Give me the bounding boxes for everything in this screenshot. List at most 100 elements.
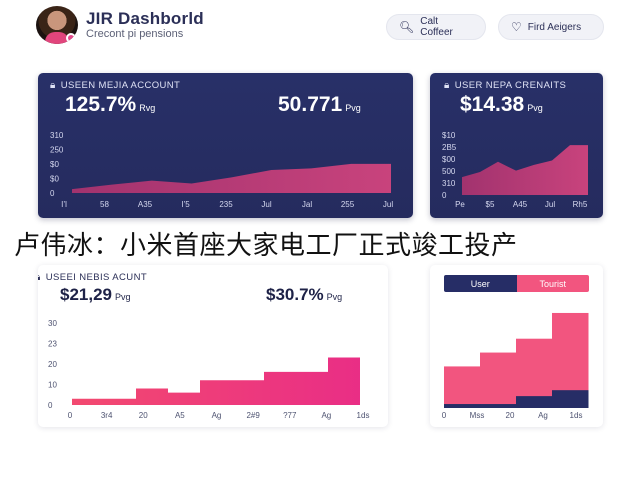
primary-metric-unit: Rvg [139,103,156,113]
dashboard-header: JIR Dashborld Crecont pi pensions 🔍︎ Cal… [36,6,606,46]
x-tick-label: A5 [175,411,185,420]
card-title-text: USEEN MEJIA ACCOUNT [60,80,181,91]
x-tick-label: 3r4 [101,411,113,420]
heart-icon: ♡ [511,20,522,34]
x-tick-label: Jul [383,200,393,209]
primary-metric: 125.7% Rvg [65,93,155,117]
x-tick-label: 2#9 [246,411,260,420]
segment-tabs: User Tourist [444,275,589,292]
x-tick-label: A45 [513,200,528,209]
y-tick-label: $0 [50,175,59,184]
x-tick-label: Rh5 [573,200,588,209]
x-tick-label: 1ds [357,411,370,420]
y-tick-label: $10 [442,131,456,140]
find-button[interactable]: ♡ Fird Aeigers [498,14,604,40]
x-tick-label: $5 [486,200,495,209]
search-icon: 🔍︎ [399,20,415,34]
y-tick-label: 0 [50,189,55,198]
x-tick-label: Mss [470,411,485,420]
page-subtitle: Crecont pi pensions [86,28,184,40]
x-tick-label: 255 [341,200,355,209]
primary-metric-value: 125.7% [65,93,137,116]
card-title: 🔒︎ USEEN MEJIA ACCOUNT [50,80,180,91]
secondary-metric: 50.771 Pvg [278,93,361,117]
y-tick-label: $00 [442,155,456,164]
bar-chart: 0 Mss 20 Ag 1ds [442,312,589,420]
series-area [72,357,360,405]
user-bar [480,404,517,408]
y-tick-label: 0 [442,191,447,200]
x-tick-label: 235 [219,200,233,209]
area-chart: 30 23 20 10 0 0 3r4 20 A5 Ag 2#9 ?77 Ag 1ds [48,319,370,420]
news-caption: 卢伟冰：小米首座大家电工厂正式竣工投产 [14,231,518,261]
x-tick-label: Ag [212,411,222,420]
y-tick-label: 500 [442,167,456,176]
user-bar [516,396,553,408]
y-tick-label: 250 [50,146,64,155]
status-badge [66,33,76,43]
x-tick-label: Jul [261,200,271,209]
lock-icon: 🔒︎ [50,80,56,91]
card-title-text: USER NEPA CRENAITS [454,80,567,91]
tab-tourist[interactable]: Tourist [516,275,589,292]
y-tick-label: $0 [50,160,59,169]
x-tick-label: 20 [506,411,515,420]
call-button[interactable]: 🔍︎ Calt Coffeer [386,14,486,40]
media-account-card: 🔒︎ USEEN MEJIA ACCOUNT 125.7% Rvg 50.771 P… [38,73,413,218]
user-bar [444,404,481,408]
y-tick-label: 310 [442,179,456,188]
page-title: JIR Dashborld [86,9,204,28]
y-tick-label: 310 [50,131,64,140]
credits-card: 🔒︎ USER NEPA CRENAITS $14.38 Pvg $10 2B5 $0… [430,73,603,218]
avatar[interactable] [36,6,78,44]
x-tick-label: 0 [68,411,73,420]
y-tick-label: 10 [48,381,57,390]
x-tick-label: 0 [442,411,447,420]
area-chart: 310 250 $0 $0 0 I’l 58 A35 I’5 235 Jul Jal 255 Jul [50,131,393,209]
card-title: 🔒︎ USEEI NEBIS ACUNT [38,272,147,283]
x-tick-label: 20 [139,411,148,420]
primary-metric-unit: Pvg [527,103,543,113]
user-tourist-card: User Tourist 0 Mss 20 Ag 1ds [430,265,603,427]
x-tick-label: I’l [61,200,67,209]
card-title-text: USEEI NEBIS ACUNT [45,272,148,283]
series-area [72,163,391,193]
primary-metric-value: $21,29 [60,285,112,304]
x-tick-label: Ag [538,411,548,420]
x-tick-label: I’5 [181,200,190,209]
series-area [462,145,588,195]
call-button-label: Calt Coffeer [420,16,453,38]
x-tick-label: Jal [302,200,312,209]
x-tick-label: Jul [545,200,555,209]
secondary-metric-unit: Pvg [345,103,361,113]
lock-icon: 🔒︎ [444,80,450,91]
secondary-metric-value: 50.771 [278,93,343,116]
x-tick-label: Ag [321,411,331,420]
find-button-label: Fird Aeigers [527,21,582,33]
y-tick-label: 30 [48,319,57,328]
x-tick-label: ?77 [283,411,297,420]
secondary-metric: $30.7% Pvg [266,285,342,305]
tourist-bar [480,352,517,408]
x-tick-label: 1ds [570,411,583,420]
tourist-bar [444,366,481,408]
secondary-metric-unit: Pvg [326,292,343,302]
y-tick-label: 20 [48,360,57,369]
primary-metric: $21,29 Pvg [60,285,131,305]
primary-metric-value: $14.38 [460,93,525,116]
primary-metric: $14.38 Pvg [460,93,543,117]
y-tick-label: 23 [48,340,57,349]
user-bar [552,390,589,408]
primary-metric-unit: Pvg [115,292,131,302]
y-tick-label: 0 [48,401,53,410]
avatar-shirt [45,32,69,44]
secondary-metric-value: $30.7% [266,285,324,304]
area-chart: $10 2B5 $00 500 310 0 Pe $5 A45 Jul Rh5 [442,131,588,209]
x-tick-label: 58 [100,200,109,209]
y-tick-label: 2B5 [442,143,457,152]
tab-user[interactable]: User [444,275,517,292]
x-tick-label: A35 [138,200,153,209]
lock-icon: 🔒︎ [38,272,41,283]
card-title: 🔒︎ USER NEPA CRENAITS [444,80,566,91]
